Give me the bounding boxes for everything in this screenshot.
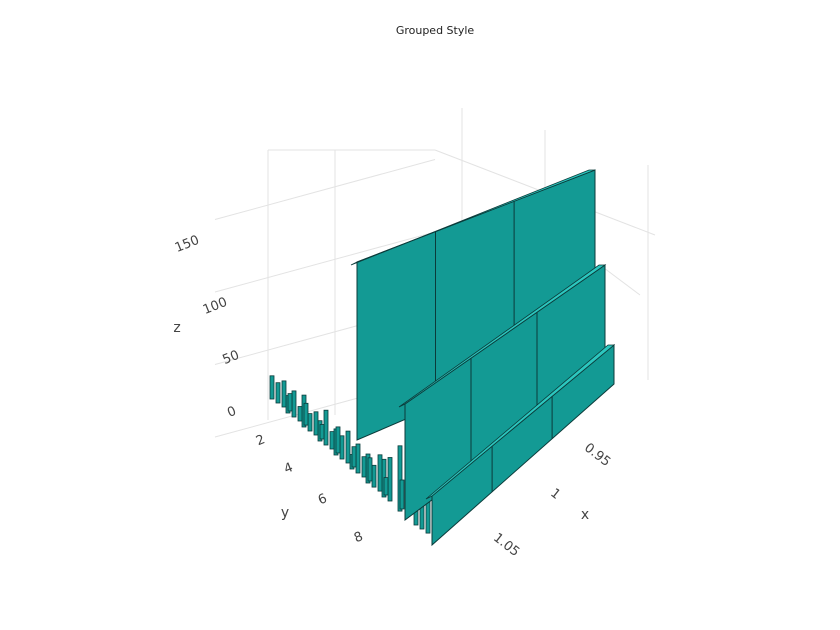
bar: [313, 411, 319, 436]
bar: [335, 426, 341, 454]
z-tick-label: 50: [221, 348, 242, 368]
z-tick-label: 100: [201, 295, 230, 318]
y-tick-label: 4: [282, 460, 295, 477]
bar: [269, 375, 275, 400]
z-tick-label: 150: [173, 233, 202, 256]
bar: [361, 456, 367, 478]
bar: [355, 443, 361, 474]
bar: [291, 390, 297, 418]
bar: [297, 406, 303, 422]
bar: [275, 382, 281, 404]
bar: [307, 413, 313, 432]
y-tick-label: 2: [254, 432, 267, 449]
bar-top-face: [350, 169, 596, 266]
x-tick-label: 0.95: [581, 440, 613, 470]
x-tick-label: 1: [547, 486, 563, 503]
y-tick-label: 8: [352, 529, 365, 546]
bar: [287, 393, 293, 412]
z-axis-label: z: [173, 320, 180, 336]
x-tick-label: 1.05: [490, 530, 522, 560]
bar-top-face: [398, 264, 607, 408]
bar: [367, 457, 373, 482]
bar: [329, 431, 335, 450]
z-gridline: [214, 159, 436, 220]
y-tick-label: 6: [316, 491, 329, 508]
bar: [281, 380, 287, 408]
bar: [387, 457, 393, 502]
bar: [319, 424, 325, 440]
bar: [377, 454, 383, 492]
y-axis-label: y: [281, 505, 289, 521]
bar: [339, 435, 345, 460]
z-gridline: [214, 231, 436, 293]
z-tick-label: 0: [225, 404, 238, 421]
bar: [345, 430, 351, 464]
bar-top-face: [425, 344, 616, 500]
bar: [371, 464, 377, 488]
bar: [397, 445, 403, 512]
bar: [383, 477, 389, 496]
bar: [399, 479, 405, 510]
bar: [351, 446, 357, 468]
side-gridline: [599, 264, 641, 296]
x-axis-label: x: [581, 507, 589, 523]
bar-group: [269, 169, 616, 547]
bar: [323, 409, 329, 446]
bar: [303, 402, 309, 426]
chart-title: Grouped Style: [395, 24, 475, 37]
